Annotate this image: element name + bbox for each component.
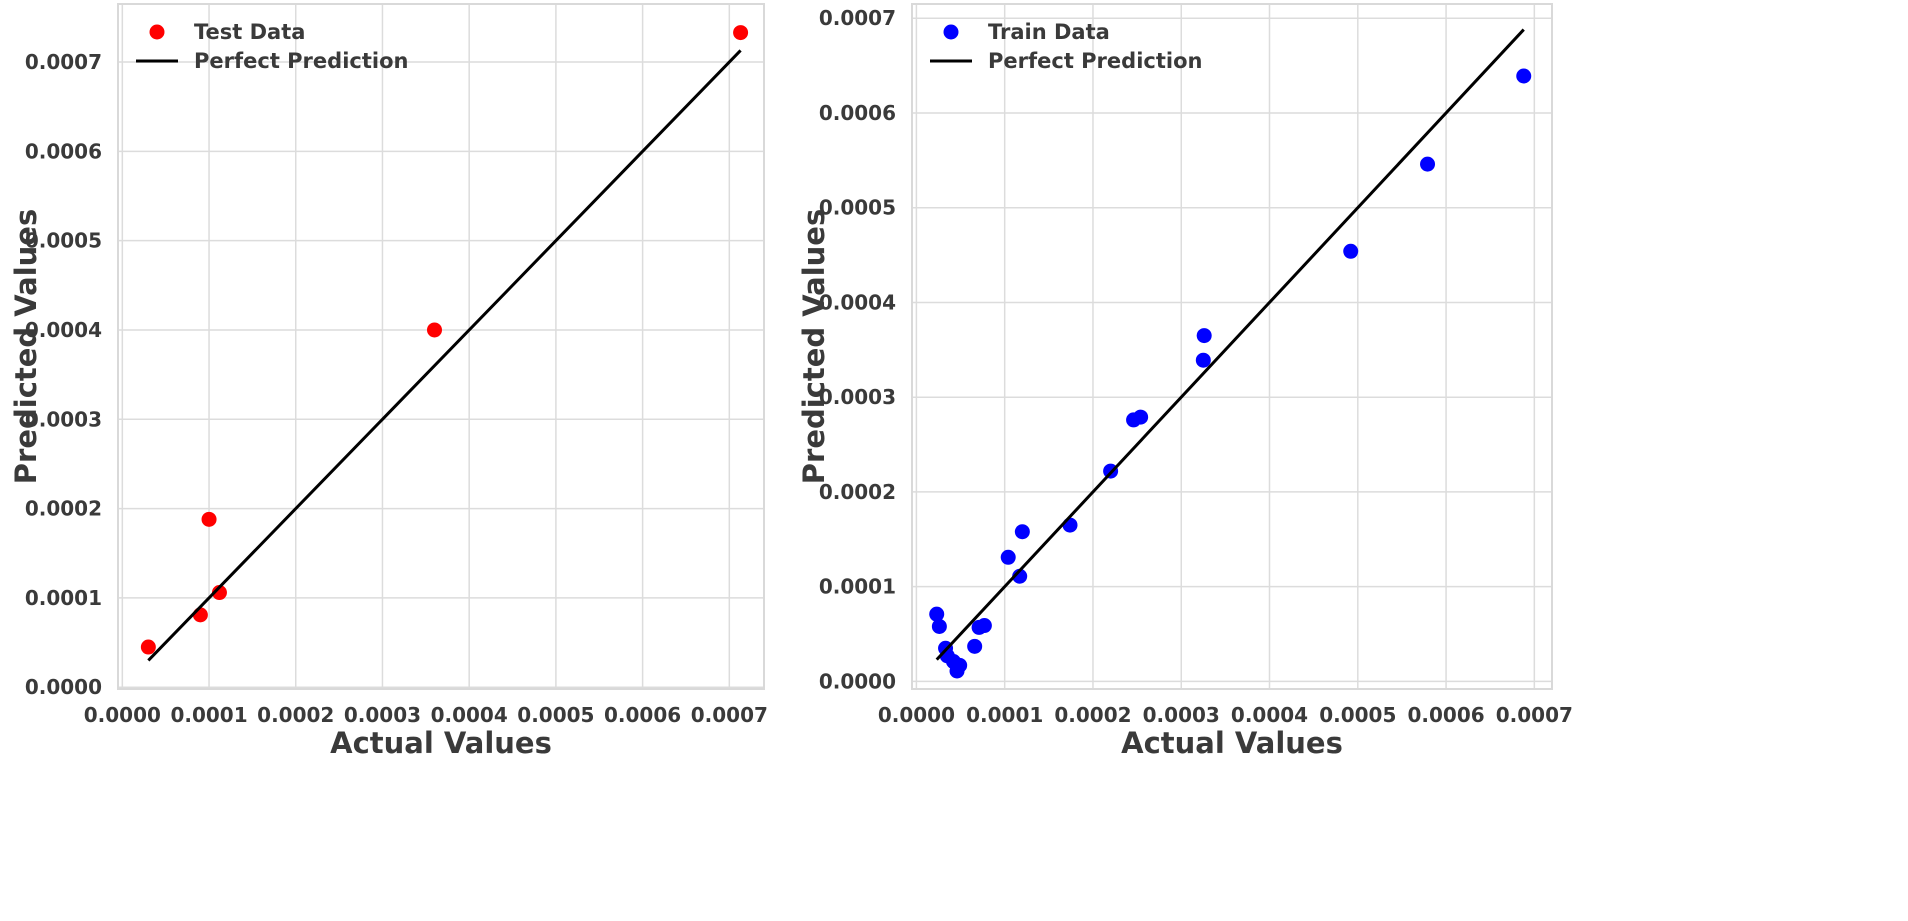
x-tick-label: 0.0003 <box>1143 703 1220 727</box>
y-tick-label: 0.0007 <box>819 6 896 30</box>
test-data-point <box>192 607 208 623</box>
x-tick-label: 0.0006 <box>1407 703 1484 727</box>
plot-frame <box>911 3 1553 690</box>
train-data-point <box>967 638 983 654</box>
y-tick-label: 0.0002 <box>819 480 896 504</box>
x-tick-label: 0.0005 <box>1319 703 1396 727</box>
plot-frame <box>117 3 765 690</box>
train-data-point <box>952 657 968 673</box>
test-data-point <box>140 639 156 655</box>
train-data-point <box>1062 517 1078 533</box>
test-data-point <box>426 322 442 338</box>
legend-label: Test Data <box>194 20 305 44</box>
y-tick-label: 0.0000 <box>819 669 896 693</box>
x-tick-label: 0.0002 <box>257 703 334 727</box>
train-data-point <box>1133 409 1149 425</box>
y-tick-label: 0.0004 <box>819 290 896 314</box>
test-data-panel: 0.0000 0.0001 0.0002 0.0003 0.0004 0.0005 0.00… <box>9 3 768 760</box>
x-tick-label: 0.0004 <box>1231 703 1308 727</box>
y-tick-label: 0.0001 <box>25 586 102 610</box>
test-data-point <box>733 25 749 41</box>
legend-label: Perfect Prediction <box>988 49 1202 73</box>
x-tick-label: 0.0001 <box>966 703 1043 727</box>
x-tick-label: 0.0005 <box>517 703 594 727</box>
legend-label: Train Data <box>988 20 1110 44</box>
x-tick-label: 0.0007 <box>1496 703 1573 727</box>
train-data-point <box>1195 352 1211 368</box>
y-axis-label: Predicted Values <box>797 209 831 484</box>
train-data-point <box>931 618 947 634</box>
x-tick-label: 0.0000 <box>878 703 955 727</box>
train-data-point <box>1000 549 1016 565</box>
train-data-point <box>1196 328 1212 344</box>
y-tick-label: 0.0007 <box>25 50 102 74</box>
perfect-prediction-line <box>147 49 742 662</box>
y-tick-label: 0.0004 <box>25 318 102 342</box>
x-tick-label: 0.0003 <box>344 703 421 727</box>
train-data-point <box>1014 524 1030 540</box>
legend-label: Perfect Prediction <box>194 49 408 73</box>
perfect-prediction-line <box>935 28 1525 661</box>
y-tick-label: 0.0003 <box>819 385 896 409</box>
x-tick-label: 0.0006 <box>604 703 681 727</box>
train-data-point <box>976 618 992 634</box>
y-tick-label: 0.0003 <box>25 407 102 431</box>
train-data-point <box>1516 68 1532 84</box>
x-tick-label: 0.0000 <box>84 703 161 727</box>
train-data-point <box>1343 243 1359 259</box>
y-tick-label: 0.0006 <box>819 101 896 125</box>
y-tick-label: 0.0002 <box>25 497 102 521</box>
train-data-point <box>929 606 945 622</box>
x-tick-label: 0.0004 <box>431 703 508 727</box>
x-axis-label: Actual Values <box>1121 726 1343 760</box>
train-data-point <box>1420 156 1436 172</box>
y-tick-label: 0.0005 <box>25 229 102 253</box>
y-tick-label: 0.0006 <box>25 139 102 163</box>
y-tick-label: 0.0005 <box>819 196 896 220</box>
x-tick-label: 0.0007 <box>691 703 768 727</box>
y-tick-label: 0.0001 <box>819 575 896 599</box>
x-tick-label: 0.0002 <box>1054 703 1131 727</box>
train-data-panel: 0.0000 0.0001 0.0002 0.0003 0.0004 0.0005 0.00… <box>797 3 1573 760</box>
y-axis-label: Predicted Values <box>9 209 43 484</box>
test-data-point <box>201 511 217 527</box>
test-data-point <box>211 585 227 601</box>
legend-point-marker <box>149 24 165 40</box>
y-tick-label: 0.0000 <box>25 675 102 699</box>
x-tick-label: 0.0001 <box>170 703 247 727</box>
legend-point-marker <box>943 24 959 40</box>
x-axis-label: Actual Values <box>330 726 552 760</box>
